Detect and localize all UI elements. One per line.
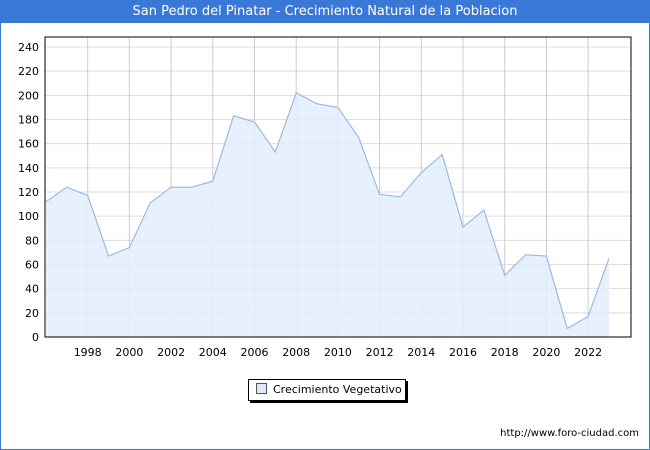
y-tick-label: 80 (25, 234, 39, 247)
y-tick-label: 120 (18, 186, 39, 199)
series-line (45, 92, 610, 330)
y-tick-label: 140 (18, 162, 39, 175)
legend-swatch (256, 383, 267, 394)
x-tick-label: 2022 (574, 346, 602, 359)
x-tick-label: 2008 (282, 346, 310, 359)
x-tick-label: 2020 (532, 346, 560, 359)
x-tick-label: 2000 (115, 346, 143, 359)
x-tick-label: 2014 (407, 346, 435, 359)
y-tick-label: 200 (18, 89, 39, 102)
source-url[interactable]: http://www.foro-ciudad.com (500, 428, 639, 439)
x-tick-label: 2012 (366, 346, 394, 359)
y-tick-label: 20 (25, 307, 39, 320)
chart-title: San Pedro del Pinatar - Crecimiento Natu… (1, 1, 649, 23)
y-tick-label: 180 (18, 114, 39, 127)
x-tick-label: 1998 (74, 346, 102, 359)
y-tick-label: 60 (25, 259, 39, 272)
plot-border (44, 36, 632, 338)
legend-label: Crecimiento Vegetativo (273, 383, 402, 396)
series-area (46, 92, 609, 338)
x-tick-label: 2018 (491, 346, 519, 359)
x-tick-label: 2016 (449, 346, 477, 359)
y-tick-label: 0 (32, 331, 39, 344)
x-tick-label: 2002 (157, 346, 185, 359)
y-tick-label: 240 (18, 41, 39, 54)
x-tick-label: 2004 (199, 346, 227, 359)
x-tick-label: 2010 (324, 346, 352, 359)
y-tick-label: 220 (18, 65, 39, 78)
y-tick-label: 100 (18, 210, 39, 223)
legend: Crecimiento Vegetativo (248, 379, 406, 401)
x-tick-label: 2006 (241, 346, 269, 359)
y-tick-label: 160 (18, 138, 39, 151)
y-tick-label: 40 (25, 283, 39, 296)
